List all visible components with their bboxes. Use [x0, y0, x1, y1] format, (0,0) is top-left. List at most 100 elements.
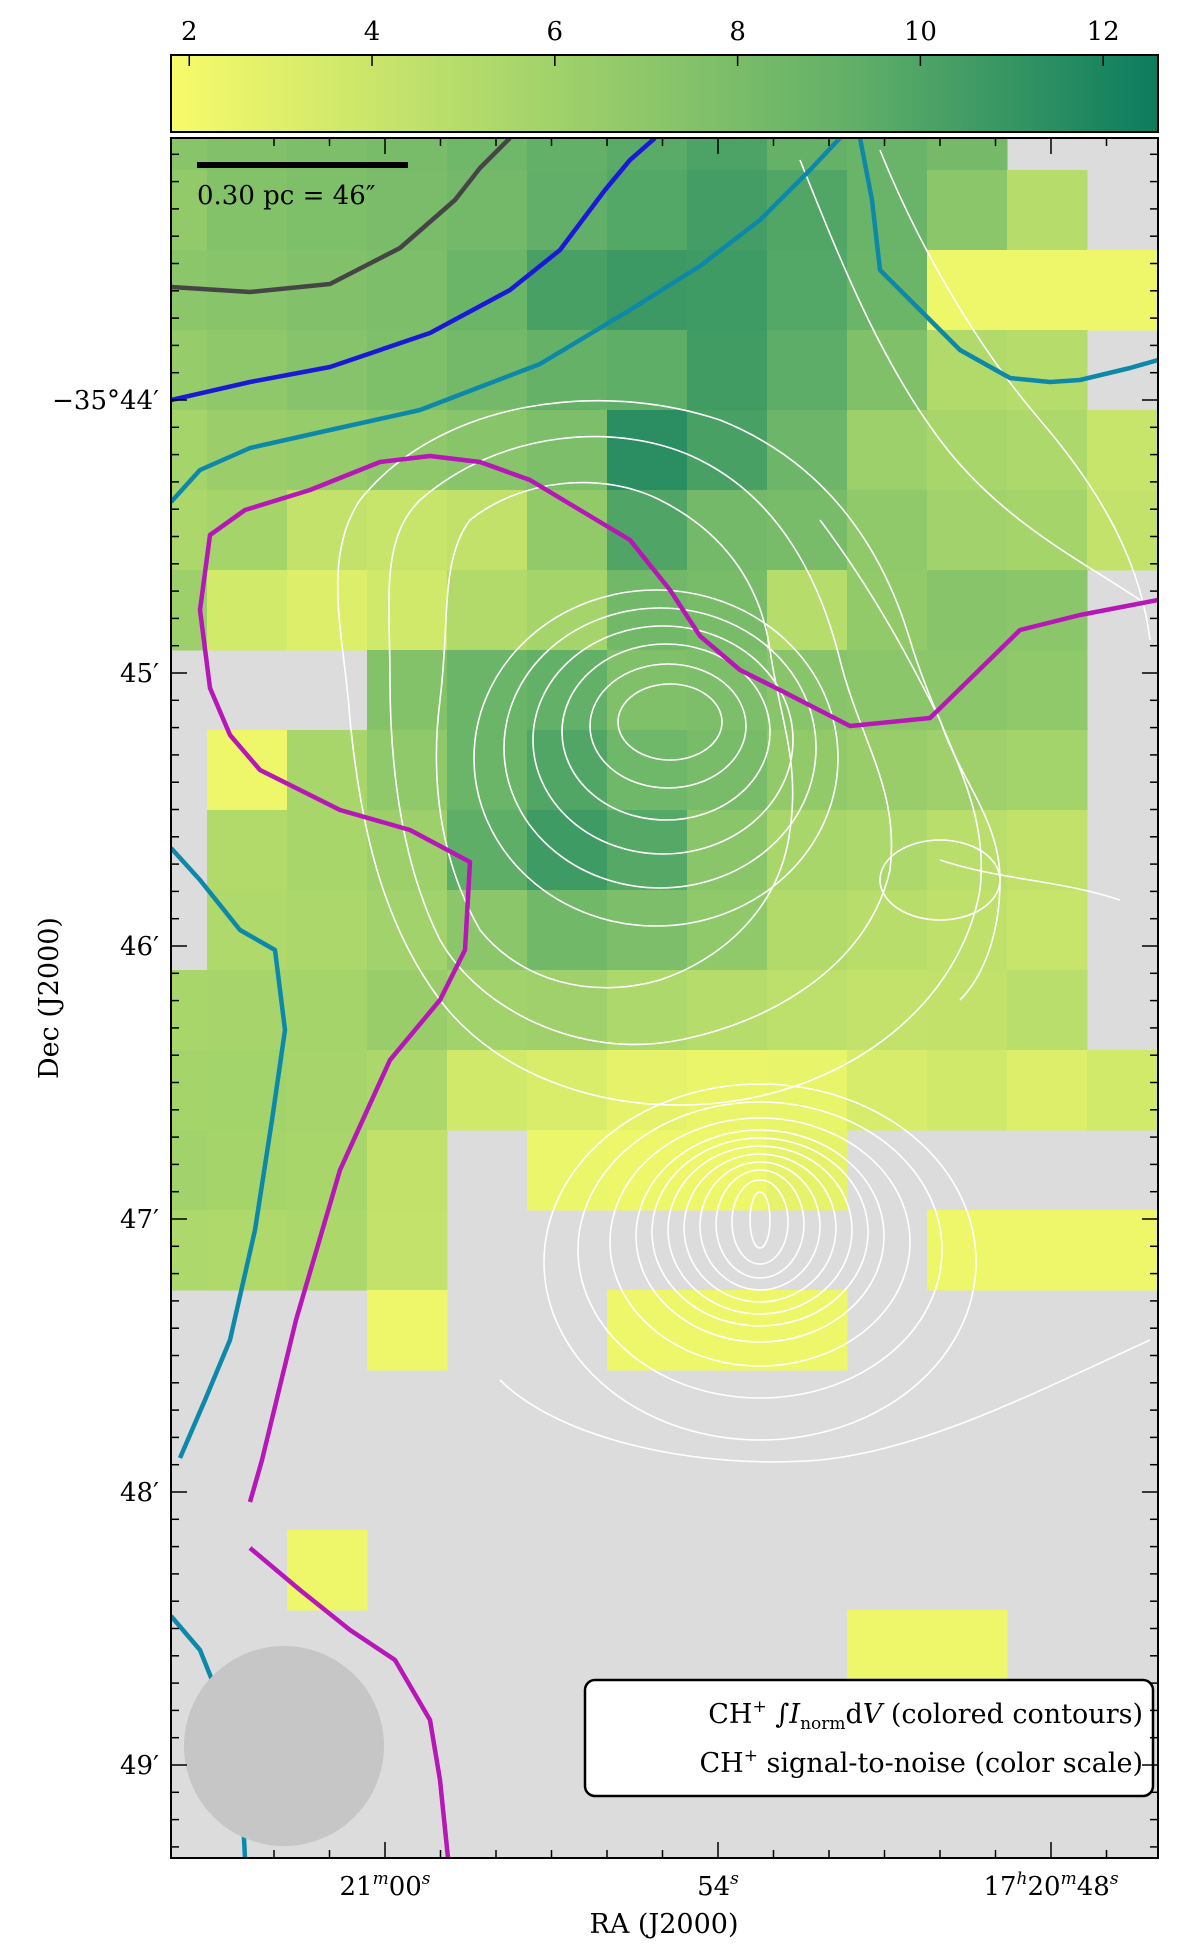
heatmap-cell	[287, 330, 368, 411]
heatmap-cell	[767, 570, 848, 651]
heatmap-cell	[847, 250, 928, 331]
plot-area: 0.30 pc = 46″ CH+ ∫InormdV (colored cont…	[52, 137, 1159, 1902]
x-tick-label: 54s	[697, 1869, 739, 1902]
white-contour	[503, 607, 817, 889]
heatmap-cell	[367, 890, 448, 971]
heatmap-cell	[1007, 1210, 1088, 1291]
heatmap-cell	[287, 1050, 368, 1131]
heatmap-cell	[607, 730, 688, 811]
heatmap-cell	[367, 490, 448, 571]
heatmap-cell	[207, 970, 288, 1051]
heatmap-cell	[287, 810, 368, 891]
heatmap-cell	[447, 138, 528, 171]
heatmap-cell	[687, 730, 768, 811]
heatmap-cell	[171, 410, 208, 491]
heatmap-cell	[207, 330, 288, 411]
x-axis-title: RA (J2000)	[589, 1909, 738, 1940]
heatmap-cell	[767, 330, 848, 411]
heatmap-cell	[927, 810, 1008, 891]
heatmap-cell	[527, 1130, 608, 1211]
heatmap-cell	[1007, 1050, 1088, 1131]
white-contour	[336, 399, 982, 1106]
colorbar: 2 4 6 8 10 12	[170, 17, 1159, 133]
y-axis-title: Dec (J2000)	[34, 917, 65, 1079]
heatmap-cell	[447, 650, 528, 731]
heatmap-cell	[367, 1130, 448, 1211]
heatmap-cell	[847, 330, 928, 411]
contour-teal-upper	[171, 138, 842, 504]
snr-heatmap	[171, 138, 1158, 1691]
legend: CH+ ∫InormdV (colored contours) CH+ sign…	[583, 1678, 1155, 1798]
heatmap-cell	[527, 730, 608, 811]
white-contour	[635, 1129, 885, 1343]
white-contour	[388, 435, 893, 1046]
heatmap-cell	[207, 170, 288, 251]
heatmap-cell	[287, 730, 368, 811]
heatmap-cell	[1087, 490, 1158, 571]
heatmap-cell	[847, 650, 928, 731]
heatmap-cell	[1007, 170, 1088, 251]
white-contour	[939, 859, 1121, 901]
heatmap-cell	[171, 570, 208, 651]
heatmap-cell	[767, 490, 848, 571]
white-contour	[473, 589, 839, 927]
heatmap-cell	[527, 410, 608, 491]
heatmap-cell	[1087, 1050, 1158, 1131]
contour-dark-gray	[171, 138, 512, 295]
heatmap-cell	[1007, 250, 1088, 331]
heatmap-cell	[207, 570, 288, 651]
heatmap-cell	[447, 330, 528, 411]
white-contour	[799, 159, 1141, 601]
white-contour	[731, 1179, 789, 1265]
heatmap-cell	[207, 730, 288, 811]
heatmap-cell	[287, 490, 368, 571]
y-tick-label: 47′	[120, 1205, 159, 1235]
heatmap-cell	[447, 1050, 528, 1131]
scalebar: 0.30 pc = 46″	[197, 162, 408, 211]
heatmap-cell	[367, 250, 448, 331]
plot-frame	[170, 137, 1159, 1859]
y-tick-label: 46′	[120, 932, 159, 962]
heatmap-cell	[607, 1290, 688, 1371]
heatmap-cell	[687, 810, 768, 891]
colorbar-tick-label: 10	[904, 17, 937, 47]
white-contour	[532, 625, 794, 855]
heatmap-cell	[1087, 1210, 1158, 1291]
heatmap-cell	[1007, 890, 1088, 971]
white-contour	[879, 149, 1151, 641]
y-tick-label: 49′	[120, 1751, 159, 1781]
heatmap-cell	[607, 170, 688, 251]
contour-blue	[171, 138, 657, 403]
heatmap-cell	[687, 250, 768, 331]
heatmap-cell	[607, 410, 688, 491]
heatmap-cell	[607, 810, 688, 891]
white-contours	[336, 149, 1151, 1463]
heatmap-cell	[607, 490, 688, 571]
white-contour	[561, 643, 771, 821]
heatmap-cell	[367, 570, 448, 651]
heatmap-cell	[607, 1050, 688, 1131]
white-contour	[715, 1169, 805, 1279]
heatmap-cell	[447, 170, 528, 251]
heatmap-cell	[207, 810, 288, 891]
heatmap-cell	[171, 170, 208, 251]
y-tick-label: 45′	[120, 659, 159, 689]
heatmap-cell	[1007, 730, 1088, 811]
heatmap-cell	[287, 1530, 368, 1611]
heatmap-cell	[287, 250, 368, 331]
heatmap-cell	[767, 250, 848, 331]
heatmap-cell	[1087, 250, 1158, 331]
heatmap-cell	[847, 1050, 928, 1131]
heatmap-cell	[447, 730, 528, 811]
legend-line-2: CH+ signal-to-noise (color scale)	[699, 1746, 1143, 1779]
heatmap-cell	[687, 330, 768, 411]
heatmap-cell	[927, 1210, 1008, 1291]
heatmap-cell	[447, 570, 528, 651]
heatmap-cell	[687, 490, 768, 571]
white-contour	[435, 481, 794, 989]
heatmap-cell	[171, 490, 208, 571]
heatmap-cell	[847, 890, 928, 971]
heatmap-cell	[607, 570, 688, 651]
heatmap-cell	[767, 170, 848, 251]
